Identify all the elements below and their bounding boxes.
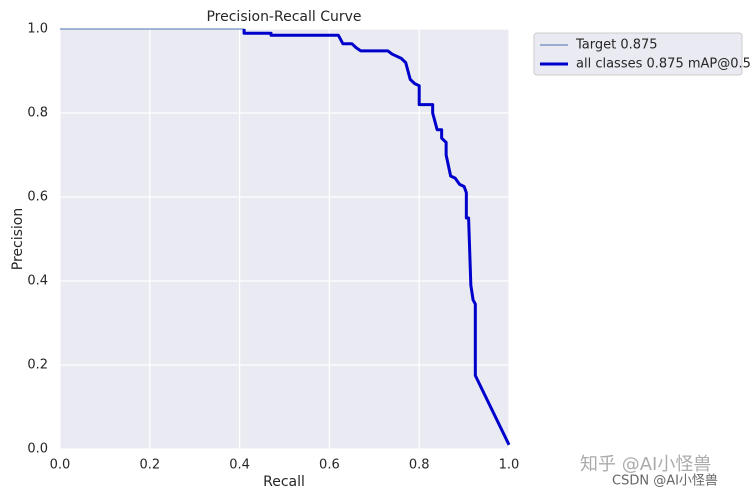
y-axis-label: Precision bbox=[10, 208, 26, 270]
watermark: 知乎 @AI小怪兽 bbox=[580, 454, 711, 475]
watermark: CSDN @AI小怪兽 bbox=[612, 474, 718, 489]
x-tick-label: 0.0 bbox=[50, 458, 71, 473]
y-tick-label: 0.0 bbox=[27, 442, 48, 457]
y-tick-label: 1.0 bbox=[27, 22, 48, 37]
legend-label: Target 0.875 bbox=[575, 38, 658, 53]
x-tick-label: 1.0 bbox=[499, 458, 520, 473]
x-tick-label: 0.8 bbox=[409, 458, 430, 473]
chart-title: Precision-Recall Curve bbox=[206, 9, 361, 25]
x-axis-label: Recall bbox=[263, 474, 305, 490]
plot-area bbox=[60, 29, 509, 449]
x-tick-label: 0.2 bbox=[139, 458, 160, 473]
y-tick-label: 0.8 bbox=[27, 106, 48, 121]
x-tick-label: 0.4 bbox=[229, 458, 250, 473]
y-tick-label: 0.6 bbox=[27, 190, 48, 205]
legend-box bbox=[533, 32, 743, 76]
x-tick-label: 0.6 bbox=[319, 458, 340, 473]
legend-label: all classes 0.875 mAP@0.5 bbox=[576, 57, 751, 72]
y-tick-label: 0.2 bbox=[27, 358, 48, 373]
y-tick-label: 0.4 bbox=[27, 274, 48, 289]
series-line bbox=[242, 29, 511, 446]
